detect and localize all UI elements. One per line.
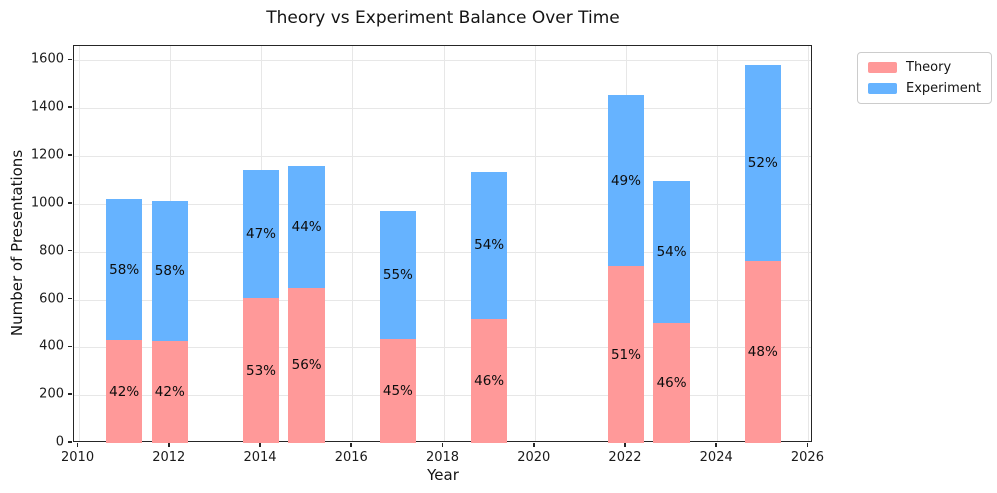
bar-percent-label: 47% xyxy=(246,226,277,243)
y-tick xyxy=(68,441,72,443)
x-gridline xyxy=(78,46,80,441)
legend-item-theory: Theory xyxy=(868,60,981,75)
x-tick xyxy=(259,443,261,447)
bar-segment-theory-2017 xyxy=(379,338,417,443)
bar-percent-label: 46% xyxy=(656,375,687,392)
x-gridline xyxy=(717,46,719,441)
x-tick-label: 2018 xyxy=(425,450,460,465)
bar-segment-experiment-2023 xyxy=(653,181,690,324)
y-tick xyxy=(68,249,72,252)
x-tick xyxy=(532,443,535,447)
y-tick-label: 1600 xyxy=(30,51,64,67)
bar-segment-experiment-2017 xyxy=(379,211,417,339)
bar-segment-experiment-2011 xyxy=(105,199,143,341)
legend-swatch-experiment xyxy=(868,83,897,94)
y-tick-label: 800 xyxy=(39,243,64,259)
bar-percent-label: 49% xyxy=(610,172,641,189)
bar-segment-theory-2022 xyxy=(607,266,645,443)
x-axis-label: Year xyxy=(427,466,459,484)
bar-segment-theory-2014 xyxy=(242,298,280,443)
chart-title: Theory vs Experiment Balance Over Time xyxy=(266,8,620,28)
bar-percent-label: 45% xyxy=(382,382,413,399)
x-tick-label: 2016 xyxy=(334,450,368,465)
bar-percent-label: 58% xyxy=(154,263,185,280)
bar-percent-label: 42% xyxy=(154,384,185,401)
bar-percent-label: 58% xyxy=(109,261,140,278)
y-tick xyxy=(68,58,72,61)
y-gridline xyxy=(74,347,811,349)
y-gridline xyxy=(74,60,811,62)
bar-percent-label: 42% xyxy=(109,383,140,400)
legend-label: Experiment xyxy=(906,81,982,96)
legend-item-experiment: Experiment xyxy=(868,81,981,96)
x-tick xyxy=(76,443,79,447)
legend: Theory Experiment xyxy=(857,52,993,104)
y-tick xyxy=(68,106,72,108)
bar-segment-theory-2012 xyxy=(151,341,189,443)
x-tick xyxy=(167,443,170,447)
bar-percent-label: 44% xyxy=(291,218,322,235)
y-tick xyxy=(68,297,72,300)
y-gridline xyxy=(74,395,811,397)
x-gridline xyxy=(352,46,354,441)
bar-segment-experiment-2012 xyxy=(151,201,189,342)
x-gridline xyxy=(808,46,810,441)
bar-segment-theory-2011 xyxy=(105,340,143,443)
x-tick xyxy=(715,443,717,447)
bar-segment-experiment-2019 xyxy=(470,171,508,319)
x-tick-label: 2020 xyxy=(517,450,551,465)
bar-segment-theory-2015 xyxy=(288,287,325,443)
x-tick-label: 2012 xyxy=(152,450,186,465)
bar-segment-theory-2023 xyxy=(653,323,690,443)
x-tick xyxy=(806,443,809,447)
legend-swatch-theory xyxy=(868,62,897,73)
bar-percent-label: 56% xyxy=(291,357,322,374)
bar-percent-label: 48% xyxy=(747,344,778,361)
y-tick-label: 1200 xyxy=(30,147,64,163)
x-tick-label: 2024 xyxy=(699,450,733,465)
x-tick xyxy=(441,443,444,447)
y-tick xyxy=(68,345,72,348)
y-tick-label: 200 xyxy=(39,386,64,402)
y-tick-label: 600 xyxy=(39,291,64,306)
x-tick-label: 2022 xyxy=(608,450,642,465)
bar-percent-label: 52% xyxy=(747,155,778,172)
x-gridline xyxy=(534,46,536,441)
y-tick xyxy=(68,393,72,395)
x-tick-label: 2014 xyxy=(243,450,277,465)
y-tick xyxy=(68,154,72,156)
plot-area: 42% 58% 42% 58% 53% 47% 56% 44% 45% 55% 46% 54% 51% 4… xyxy=(73,45,812,443)
x-tick xyxy=(350,443,353,447)
y-gridline xyxy=(74,203,811,205)
bar-segment-experiment-2025 xyxy=(744,65,782,262)
y-tick-label: 1000 xyxy=(30,195,64,211)
bar-percent-label: 54% xyxy=(656,244,687,261)
y-gridline xyxy=(74,299,811,301)
y-tick-label: 1400 xyxy=(30,99,64,115)
x-tick-label: 2010 xyxy=(61,450,95,465)
bar-segment-experiment-2015 xyxy=(288,165,325,288)
bar-percent-label: 53% xyxy=(246,362,277,379)
bar-percent-label: 54% xyxy=(474,237,505,254)
bar-segment-theory-2019 xyxy=(470,318,508,443)
y-gridline xyxy=(74,156,811,157)
y-tick xyxy=(68,202,72,204)
bar-segment-experiment-2022 xyxy=(607,95,645,266)
bar-segment-experiment-2014 xyxy=(242,170,280,299)
legend-label: Theory xyxy=(906,60,952,75)
x-tick xyxy=(624,443,626,447)
bar-segment-theory-2025 xyxy=(744,261,782,443)
bar-percent-label: 46% xyxy=(474,372,505,389)
y-gridline xyxy=(74,251,811,253)
y-tick-label: 400 xyxy=(39,338,64,354)
y-tick-label: 0 xyxy=(55,434,64,450)
x-gridline xyxy=(443,46,445,441)
y-axis-label: Number of Presentations xyxy=(8,149,26,337)
bar-percent-label: 51% xyxy=(610,346,641,363)
y-gridline xyxy=(74,108,811,110)
bar-percent-label: 55% xyxy=(382,266,413,283)
x-tick-label: 2026 xyxy=(790,450,824,465)
